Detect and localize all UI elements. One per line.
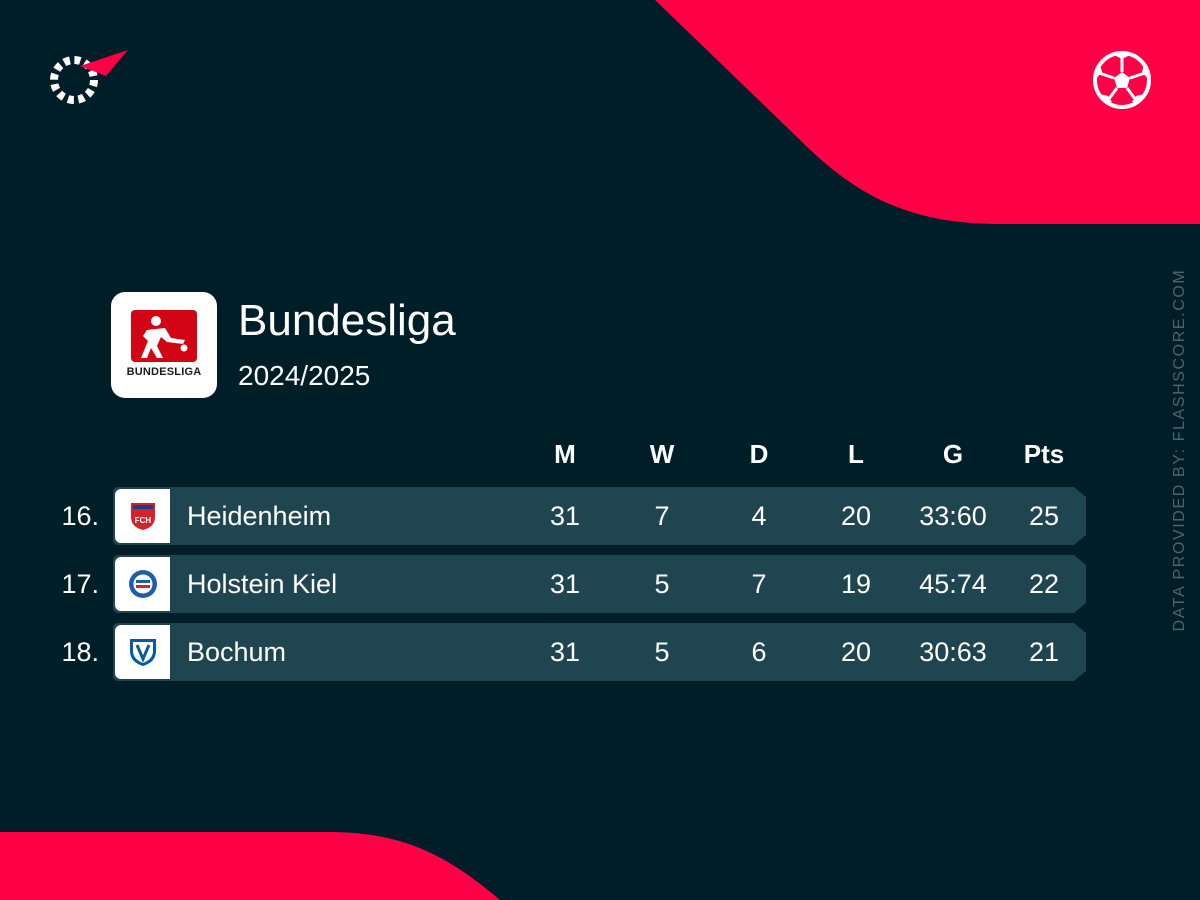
row-background [113,623,1086,681]
wins-value: 5 [654,637,670,667]
points-value: 21 [1028,637,1060,667]
table-rank: 18. [61,637,99,667]
points-value: 22 [1028,569,1060,599]
bundesliga-emblem-icon [131,310,197,362]
svg-text:FCH: FCH [135,516,152,525]
goals-value: 30:63 [919,637,987,667]
column-header-matches: M [554,439,576,469]
data-attribution: DATA PROVIDED BY: FLASHSCORE.COM [1171,268,1188,632]
column-header-wins: W [649,439,675,469]
losses-value: 20 [840,637,872,667]
flashscore-logo-icon [50,50,128,104]
team-crest: FCH [115,489,170,543]
league-logo-text: BUNDESLIGA [126,366,202,378]
table-rank: 16. [61,501,99,531]
matches-value: 31 [549,637,581,667]
table-rank: 17. [61,569,99,599]
column-header-losses: L [848,439,864,469]
bottom-left-accent-shape [0,832,500,900]
table-row: 16. FCH Heidenheim 31 7 4 20 33:60 25 [61,487,1086,545]
column-header-draws: D [749,439,769,469]
league-season: 2024/2025 [238,360,371,391]
goals-value: 33:60 [919,501,987,531]
draws-value: 6 [751,637,767,667]
bochum-crest-icon [130,639,156,666]
football-icon [1093,51,1151,109]
team-crest [115,557,170,611]
team-name: Heidenheim [187,501,332,531]
row-background [113,555,1086,613]
wins-value: 7 [654,501,670,531]
row-background [113,487,1086,545]
matches-value: 31 [549,501,581,531]
draws-value: 4 [751,501,767,531]
losses-value: 19 [840,569,872,599]
table-row: 17. Holstein Kiel 31 5 7 19 45:74 22 [61,555,1086,613]
draws-value: 7 [751,569,767,599]
losses-value: 20 [840,501,872,531]
points-value: 25 [1028,501,1060,531]
heidenheim-crest-icon: FCH [131,503,155,530]
team-crest [115,625,170,679]
goals-value: 45:74 [919,569,987,599]
holstein-kiel-crest-icon [129,570,157,598]
column-header-points: Pts [1023,439,1065,469]
column-header-goals: G [942,439,964,469]
league-logo: BUNDESLIGA [111,292,217,398]
team-name: Bochum [187,637,287,667]
team-name: Holstein Kiel [187,569,338,599]
wins-value: 5 [654,569,670,599]
top-right-accent-shape [655,0,1200,224]
matches-value: 31 [549,569,581,599]
table-row: 18. Bochum 31 5 6 20 30:63 21 [61,623,1086,681]
league-name: Bundesliga [238,296,456,345]
